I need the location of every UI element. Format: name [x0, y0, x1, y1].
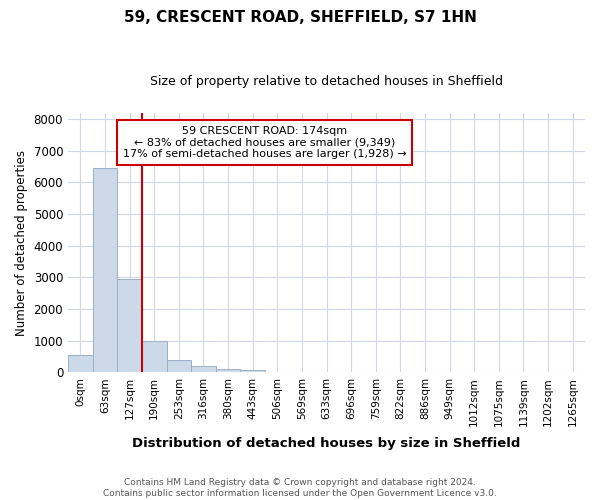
Bar: [92, 168, 117, 372]
Bar: [142, 342, 167, 372]
Text: 59, CRESCENT ROAD, SHEFFIELD, S7 1HN: 59, CRESCENT ROAD, SHEFFIELD, S7 1HN: [124, 10, 476, 25]
Y-axis label: Number of detached properties: Number of detached properties: [15, 150, 28, 336]
Title: Size of property relative to detached houses in Sheffield: Size of property relative to detached ho…: [150, 75, 503, 88]
Bar: [167, 360, 191, 372]
Bar: [191, 366, 216, 372]
Bar: [241, 370, 265, 372]
Bar: [117, 279, 142, 372]
Text: 59 CRESCENT ROAD: 174sqm
← 83% of detached houses are smaller (9,349)
17% of sem: 59 CRESCENT ROAD: 174sqm ← 83% of detach…: [122, 126, 406, 159]
Text: Contains HM Land Registry data © Crown copyright and database right 2024.
Contai: Contains HM Land Registry data © Crown c…: [103, 478, 497, 498]
Bar: [216, 369, 241, 372]
Bar: [68, 354, 92, 372]
X-axis label: Distribution of detached houses by size in Sheffield: Distribution of detached houses by size …: [133, 437, 521, 450]
